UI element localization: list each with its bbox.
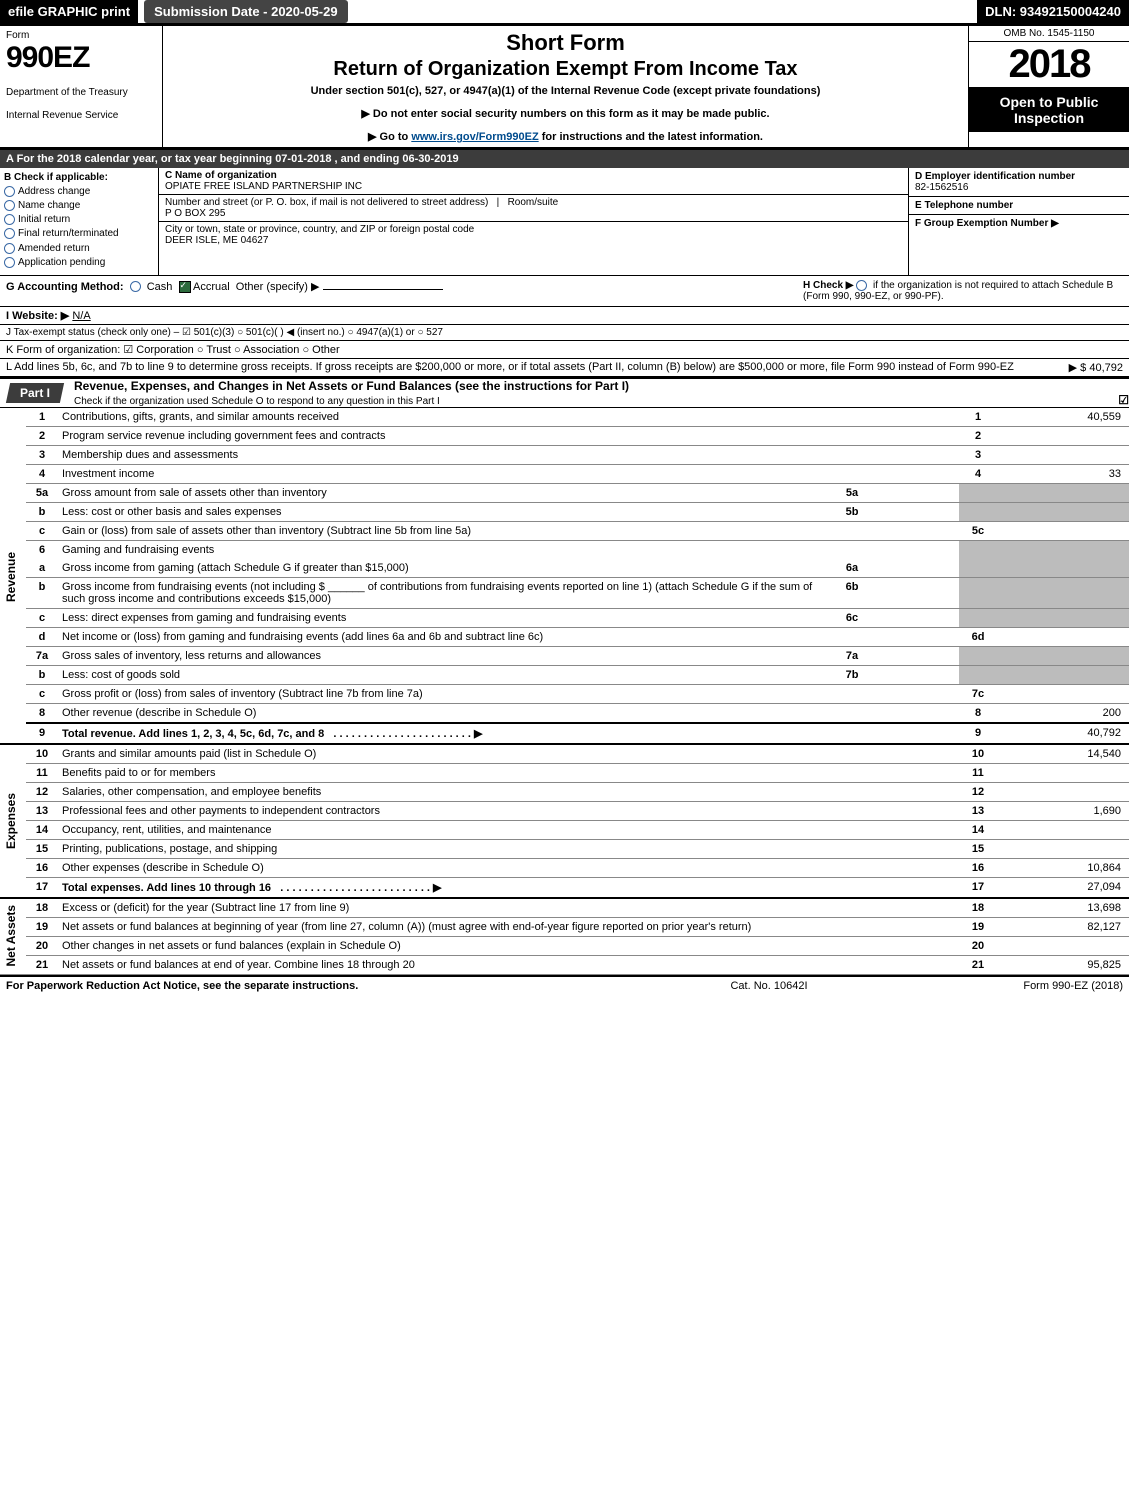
chk-amended-return[interactable]: Amended return (4, 243, 154, 254)
note-goto: ▶ Go to www.irs.gov/Form990EZ for instru… (171, 130, 960, 143)
lines-table: Revenue 1 Contributions, gifts, grants, … (0, 408, 1129, 975)
l9-desc: Total revenue. Add lines 1, 2, 3, 4, 5c,… (58, 723, 959, 744)
chk-address-change[interactable]: Address change (4, 186, 154, 197)
dln: DLN: 93492150004240 (977, 0, 1129, 23)
h-label: H Check ▶ (803, 280, 853, 291)
row-l-amount: ▶ $ 40,792 (1069, 361, 1123, 374)
addr-label: Number and street (or P. O. box, if mail… (165, 197, 488, 208)
part1-title: Revenue, Expenses, and Changes in Net As… (74, 379, 1129, 407)
footer-center: Cat. No. 10642I (515, 980, 1024, 992)
note-goto-post: for instructions and the latest informat… (539, 131, 763, 143)
return-title: Return of Organization Exempt From Incom… (171, 58, 960, 81)
org-name-cell: C Name of organization OPIATE FREE ISLAN… (159, 168, 908, 195)
row-k: K Form of organization: ☑ Corporation ○ … (0, 341, 1129, 359)
l1-desc: Contributions, gifts, grants, and simila… (58, 408, 959, 427)
open-inspection: Open to Public Inspection (969, 88, 1129, 132)
info-grid: B Check if applicable: Address change Na… (0, 168, 1129, 276)
address-cell: Number and street (or P. O. box, if mail… (159, 195, 908, 222)
title-box: Short Form Return of Organization Exempt… (163, 26, 969, 147)
chk-initial-return[interactable]: Initial return (4, 214, 154, 225)
ein-value: 82-1562516 (915, 182, 968, 193)
l1-val: 40,559 (997, 408, 1129, 427)
short-form-title: Short Form (171, 30, 960, 56)
room-label: Room/suite (508, 197, 559, 208)
row-l: L Add lines 5b, 6c, and 7b to line 9 to … (0, 359, 1129, 377)
city-cell: City or town, state or province, country… (159, 222, 908, 248)
chk-application-pending[interactable]: Application pending (4, 257, 154, 268)
footer-left: For Paperwork Reduction Act Notice, see … (6, 980, 515, 992)
website-value: N/A (72, 310, 90, 322)
row-g-h: G Accounting Method: Cash Accrual Other … (0, 276, 1129, 307)
efile-tag: efile GRAPHIC print (0, 0, 138, 23)
chk-name-change[interactable]: Name change (4, 200, 154, 211)
right-box: OMB No. 1545-1150 2018 Open to Public In… (969, 26, 1129, 147)
group-exempt-cell: F Group Exemption Number ▶ (909, 215, 1129, 232)
efile-rest: GRAPHIC print (34, 4, 130, 19)
side-expenses: Expenses (0, 744, 26, 898)
period-row: A For the 2018 calendar year, or tax yea… (0, 150, 1129, 168)
f-label: F Group Exemption Number ▶ (915, 218, 1059, 229)
part1-sub: Check if the organization used Schedule … (74, 396, 440, 407)
box-c: C Name of organization OPIATE FREE ISLAN… (159, 168, 909, 275)
row-i: I Website: ▶ N/A (0, 307, 1129, 325)
note-goto-pre: ▶ Go to (368, 131, 411, 143)
part1-tab: Part I (6, 383, 64, 403)
under-section: Under section 501(c), 527, or 4947(a)(1)… (171, 85, 960, 97)
g-label: G Accounting Method: (6, 281, 124, 293)
irs-link[interactable]: www.irs.gov/Form990EZ (411, 131, 538, 143)
header-row: Form 990EZ Department of the Treasury In… (0, 26, 1129, 150)
e-label: E Telephone number (915, 200, 1013, 211)
l1-col: 1 (959, 408, 997, 427)
city-value: DEER ISLE, ME 04627 (165, 235, 268, 246)
h-circle[interactable] (856, 280, 867, 291)
note-ssn: ▶ Do not enter social security numbers o… (171, 107, 960, 120)
org-name: OPIATE FREE ISLAND PARTNERSHIP INC (165, 181, 362, 192)
row-g: G Accounting Method: Cash Accrual Other … (6, 280, 803, 302)
tax-year: 2018 (969, 42, 1129, 88)
row-h: H Check ▶ if the organization is not req… (803, 280, 1123, 302)
box-b: B Check if applicable: Address change Na… (0, 168, 159, 275)
city-label: City or town, state or province, country… (165, 224, 474, 235)
g-accrual: Accrual (193, 281, 230, 293)
dept-treasury: Department of the Treasury (6, 87, 156, 98)
part1-header: Part I Revenue, Expenses, and Changes in… (0, 377, 1129, 408)
l1-num: 1 (26, 408, 58, 427)
row-j: J Tax-exempt status (check only one) ‒ ☑… (0, 325, 1129, 341)
efile-bold: efile (8, 4, 34, 19)
phone-cell: E Telephone number (909, 197, 1129, 215)
box-b-head: B Check if applicable: (4, 172, 154, 183)
footer-right: Form 990-EZ (2018) (1023, 980, 1123, 992)
footer: For Paperwork Reduction Act Notice, see … (0, 975, 1129, 995)
submission-date: Submission Date - 2020-05-29 (144, 0, 348, 23)
form-word: Form (6, 30, 156, 41)
chk-final-return[interactable]: Final return/terminated (4, 228, 154, 239)
g-other: Other (specify) ▶ (236, 281, 320, 293)
cash-circle[interactable] (130, 281, 141, 292)
omb-number: OMB No. 1545-1150 (969, 26, 1129, 42)
dept-irs: Internal Revenue Service (6, 110, 156, 121)
i-label: I Website: ▶ (6, 310, 69, 322)
form-number: 990EZ (6, 41, 156, 75)
accrual-check[interactable] (179, 281, 191, 293)
addr-value: P O BOX 295 (165, 208, 225, 219)
ein-cell: D Employer identification number 82-1562… (909, 168, 1129, 197)
row-l-text: L Add lines 5b, 6c, and 7b to line 9 to … (6, 361, 1069, 374)
c-label: C Name of organization (165, 170, 277, 181)
side-netassets: Net Assets (0, 898, 26, 975)
box-def: D Employer identification number 82-1562… (909, 168, 1129, 275)
side-revenue: Revenue (0, 408, 26, 744)
g-cash: Cash (147, 281, 173, 293)
part1-check: ☑ (1118, 393, 1129, 407)
d-label: D Employer identification number (915, 171, 1075, 182)
form-box: Form 990EZ Department of the Treasury In… (0, 26, 163, 147)
top-bar: efile GRAPHIC print Submission Date - 20… (0, 0, 1129, 26)
